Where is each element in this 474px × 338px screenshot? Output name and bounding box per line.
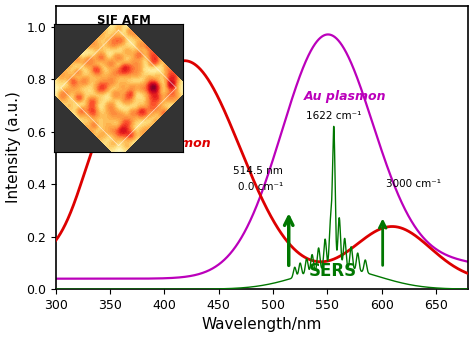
Text: 0.0 cm⁻¹: 0.0 cm⁻¹ <box>237 182 283 192</box>
Text: SERS: SERS <box>309 262 357 280</box>
Text: Ag plasmon: Ag plasmon <box>128 137 211 150</box>
Text: SIF AFM: SIF AFM <box>97 14 151 27</box>
Text: 514.5 nm: 514.5 nm <box>233 166 283 176</box>
X-axis label: Wavelength/nm: Wavelength/nm <box>202 317 322 333</box>
Y-axis label: Intensity (a.u.): Intensity (a.u.) <box>6 91 20 203</box>
Text: Au plasmon: Au plasmon <box>303 90 386 103</box>
Text: 3000 cm⁻¹: 3000 cm⁻¹ <box>386 179 441 189</box>
Text: 1622 cm⁻¹: 1622 cm⁻¹ <box>306 111 362 121</box>
